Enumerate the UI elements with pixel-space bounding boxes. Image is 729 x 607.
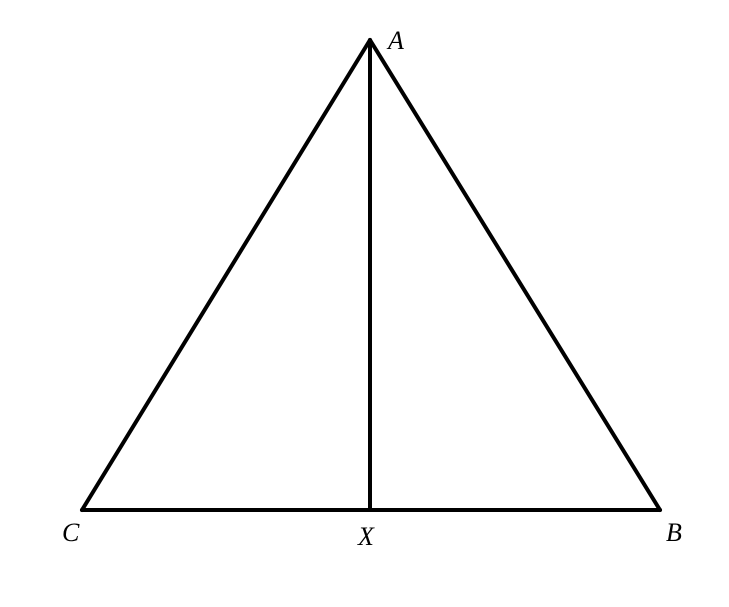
edge-A-B (370, 40, 660, 510)
edges-group (82, 40, 660, 510)
vertex-label-b: B (666, 520, 682, 546)
vertex-label-x: X (358, 524, 374, 550)
triangle-svg (0, 0, 729, 607)
vertex-label-c: C (62, 520, 79, 546)
diagram-stage: A B C X (0, 0, 729, 607)
edge-A-C (82, 40, 370, 510)
vertex-label-a: A (388, 28, 404, 54)
